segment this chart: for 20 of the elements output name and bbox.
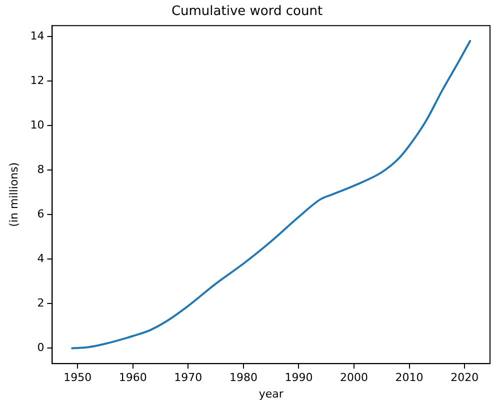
chart-title: Cumulative word count [171,4,323,20]
y-tick-label: 2 [37,296,44,310]
x-tick-label: 1970 [174,371,202,384]
y-tick-label: 14 [30,29,44,42]
x-tick-label: 2000 [340,371,368,384]
y-tick-label: 8 [37,162,44,176]
y-tick-label: 12 [30,74,44,87]
line-series [71,40,472,350]
y-tick-label: 0 [37,341,44,354]
x-tick-label: 1990 [284,371,313,384]
y-tick-label: 10 [30,118,44,132]
x-tick-label: 1960 [118,371,147,384]
x-tick-label: 1980 [229,371,258,384]
x-tick-label: 2020 [450,371,479,384]
x-tick-label: 1950 [64,371,92,384]
x-axis-title: year [258,387,284,400]
y-axis-title: (in millions) [7,162,20,227]
x-tick-label: 2010 [395,371,424,384]
y-tick-label: 4 [37,252,44,266]
y-tick-label: 6 [37,208,44,220]
